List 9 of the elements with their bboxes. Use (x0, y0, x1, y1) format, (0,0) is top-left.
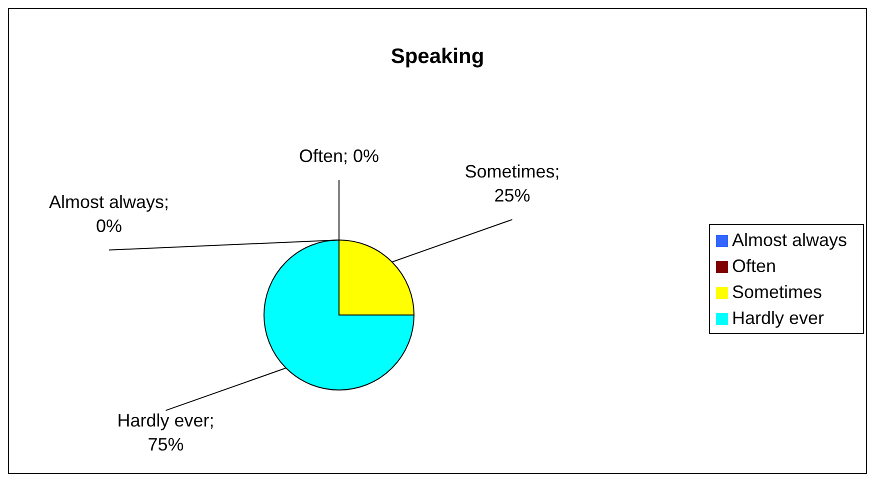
text: Often; 0% (298, 146, 380, 166)
data-label: Sometimes; 25% (464, 162, 560, 206)
legend-label: Hardly ever (732, 308, 824, 328)
legend-label: Almost always (732, 230, 847, 250)
data-label: Hardly ever; 75% (117, 410, 214, 454)
legend-label: Often (732, 256, 776, 276)
legend-label: Sometimes (732, 282, 822, 302)
chart-title: Speaking (390, 44, 486, 70)
text: Almost always; 0% (48, 192, 170, 236)
